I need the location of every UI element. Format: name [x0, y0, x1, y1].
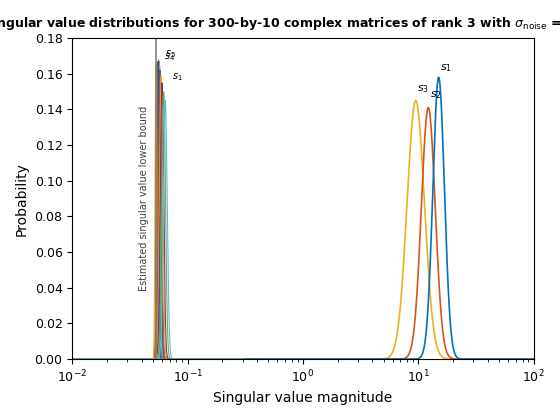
Text: $s_1$: $s_1$ [440, 62, 452, 74]
Y-axis label: Probability: Probability [15, 162, 29, 236]
Text: $s_2$: $s_2$ [430, 89, 441, 101]
Text: $s_3$: $s_3$ [417, 84, 430, 95]
Title: Singular value distributions for 300-by-10 complex matrices of rank 3 with $\sig: Singular value distributions for 300-by-… [0, 15, 560, 32]
Text: $s_4$: $s_4$ [164, 52, 175, 63]
Text: Estimated singular value lower bound: Estimated singular value lower bound [139, 106, 150, 291]
Text: $s_1$: $s_1$ [172, 71, 183, 83]
X-axis label: Singular value magnitude: Singular value magnitude [213, 391, 393, 405]
Text: $s_5$: $s_5$ [165, 48, 176, 60]
